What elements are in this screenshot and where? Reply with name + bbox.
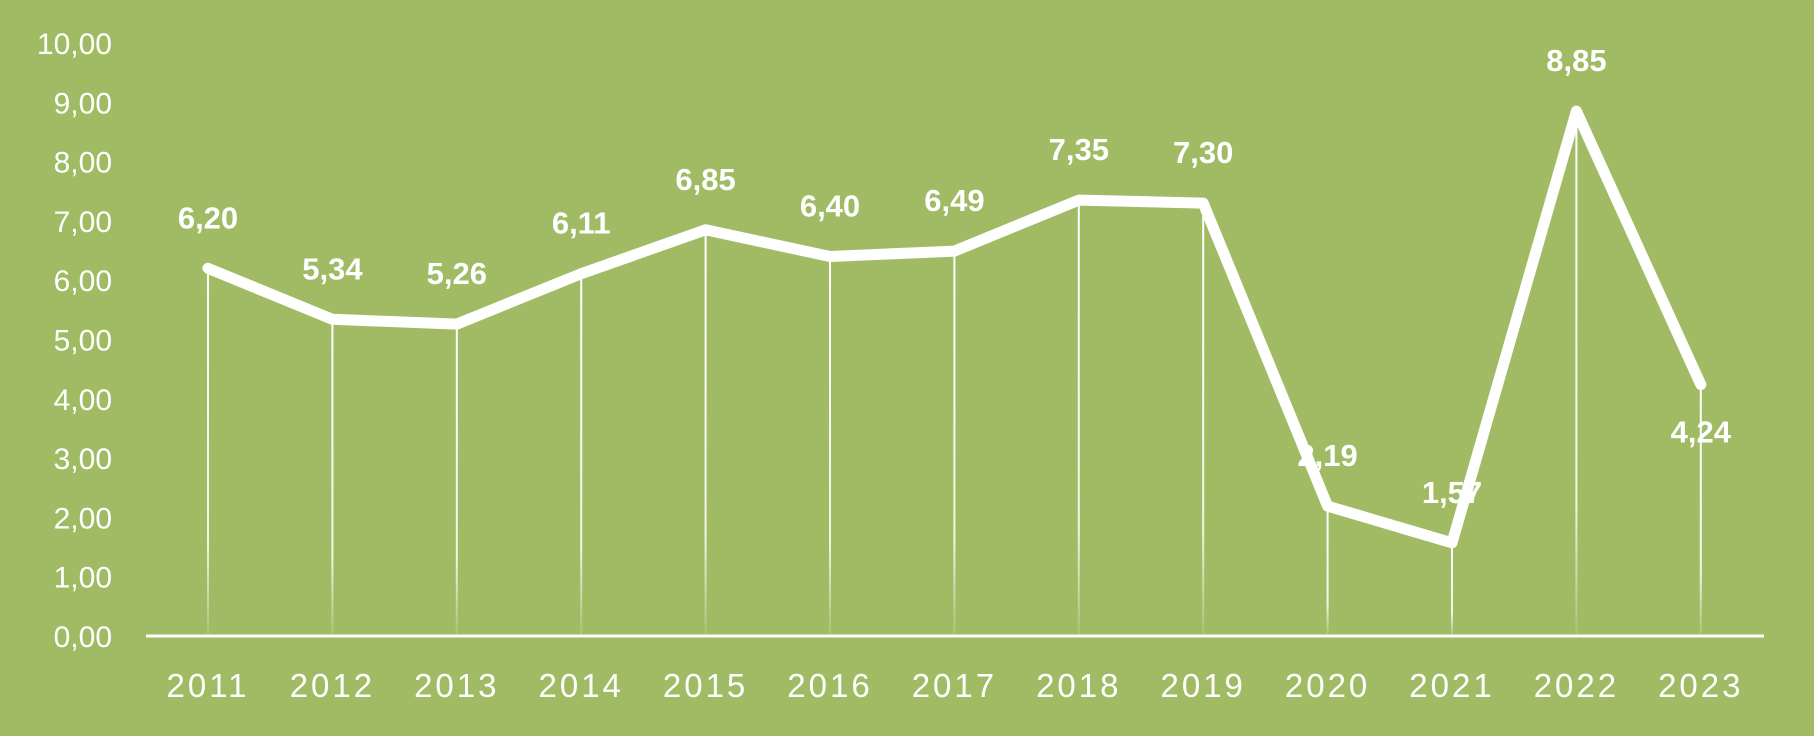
data-label: 5,26 [427,256,487,291]
data-labels: 6,20 5,34 5,26 6,11 6,85 6,40 6,49 7,35 7,30 2,19… [178,43,1732,510]
y-tick-label: 1,00 [54,562,112,595]
drop-line [1077,200,1080,636]
x-tick-label: 2023 [1658,667,1743,704]
data-label: 4,24 [1671,415,1732,450]
y-tick-label: 4,00 [54,384,112,417]
data-label: 6,20 [178,200,238,235]
data-label: 1,57 [1422,475,1482,510]
x-tick-label: 2013 [414,667,499,704]
data-label: 2,19 [1297,438,1357,473]
x-tick-label: 2020 [1285,667,1370,704]
x-tick-label: 2015 [663,667,748,704]
drop-line [953,251,956,636]
x-tick-label: 2017 [912,667,997,704]
data-label: 6,85 [675,162,735,197]
data-label: 8,85 [1546,43,1606,78]
y-tick-label: 6,00 [54,265,112,298]
y-tick-label: 2,00 [54,502,112,535]
drop-line [1326,506,1329,636]
y-tick-label: 7,00 [54,206,112,239]
drop-line [829,256,831,636]
x-tick-label: 2018 [1036,667,1121,704]
y-tick-label: 10,00 [37,28,112,61]
drop-line [331,319,334,636]
drop-lines [207,111,1702,637]
x-tick-label: 2021 [1409,667,1494,704]
x-axis-tick-labels: 2011 2012 2013 2014 2015 2016 2017 2018 2019 2020… [167,667,1743,704]
drop-line [1575,111,1578,636]
series-line [202,105,1707,549]
drop-line [1451,542,1453,636]
y-tick-label: 5,00 [54,325,112,358]
data-label: 6,49 [924,183,984,218]
drop-line [455,324,458,636]
data-label: 7,35 [1049,132,1109,167]
drop-line [1202,203,1205,637]
drop-line [704,229,707,637]
drop-line [580,273,583,636]
x-tick-label: 2022 [1534,667,1619,704]
drop-line [1699,384,1702,636]
x-tick-label: 2011 [167,667,250,704]
y-axis-tick-labels: 0,00 1,00 2,00 3,00 4,00 5,00 6,00 7,00 8,00 9,00… [37,28,112,654]
y-tick-label: 9,00 [54,87,112,120]
data-label: 7,30 [1173,135,1233,170]
x-tick-label: 2016 [787,667,872,704]
data-label: 6,11 [552,206,611,241]
data-label: 5,34 [302,251,363,286]
drop-line [207,268,209,636]
x-tick-label: 2012 [290,667,375,704]
x-tick-label: 2014 [538,667,623,704]
y-tick-label: 0,00 [54,621,112,654]
data-label: 6,40 [800,188,860,223]
y-tick-label: 8,00 [54,147,112,180]
y-tick-label: 3,00 [54,443,112,476]
x-tick-label: 2019 [1160,667,1245,704]
